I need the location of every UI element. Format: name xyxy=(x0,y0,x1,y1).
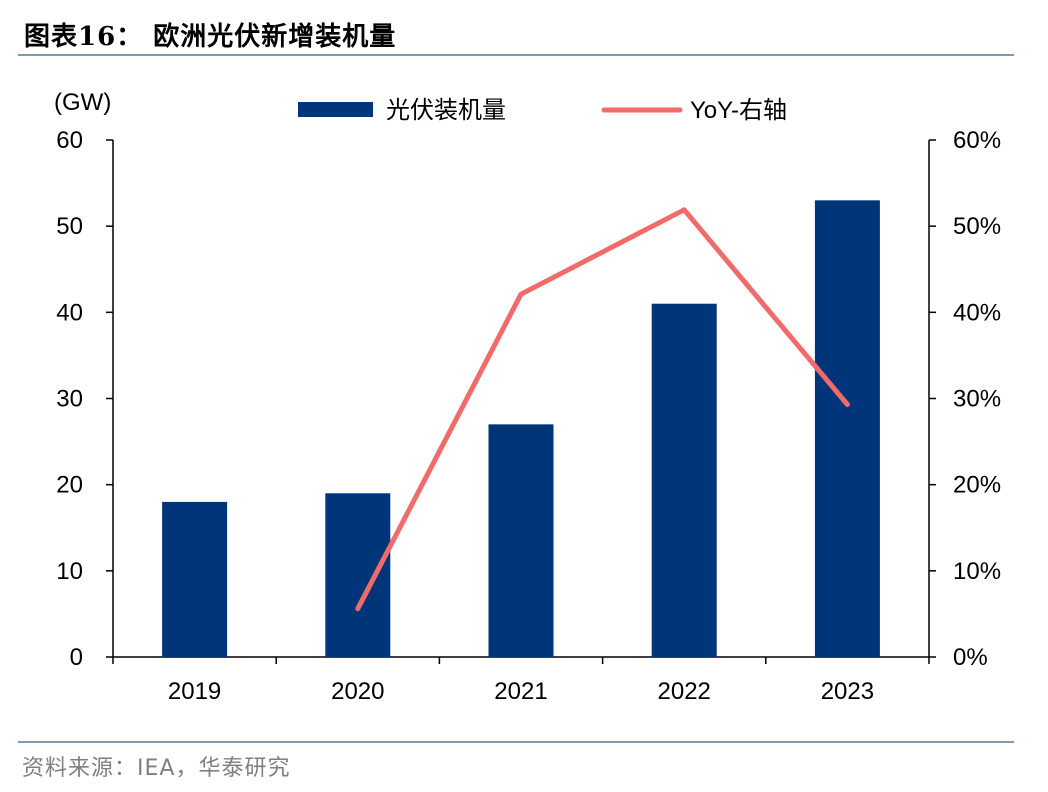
title-bar: 图表16： 欧洲光伏新增装机量 xyxy=(18,14,1014,56)
y-right-tick-label: 10% xyxy=(953,558,1001,585)
y-right-tick-label: 20% xyxy=(953,472,1001,499)
bar-2019 xyxy=(162,501,228,657)
y-right-tick-label: 30% xyxy=(953,386,1001,413)
bar-2020 xyxy=(325,493,391,657)
y-left-tick-label: 30 xyxy=(56,386,83,413)
source-rule xyxy=(18,741,1014,743)
x-tick-label: 2023 xyxy=(821,678,874,705)
y-right-tick-label: 0% xyxy=(953,644,988,671)
bar-2022 xyxy=(651,303,717,657)
chart-title: 图表16： 欧洲光伏新增装机量 xyxy=(24,22,397,52)
bars xyxy=(162,200,880,658)
y-left-axis-label: (GW) xyxy=(54,89,111,116)
y-left-tick-label: 50 xyxy=(56,213,83,240)
bar-2023 xyxy=(814,200,880,658)
y-left-tick-label: 0 xyxy=(70,644,83,671)
yoy-line xyxy=(355,207,850,612)
legend-bar-label: 光伏装机量 xyxy=(386,97,506,124)
x-tick-label: 2019 xyxy=(168,678,221,705)
y-left-tick-label: 60 xyxy=(56,127,83,154)
legend-line-label: YoY-右轴 xyxy=(690,97,787,124)
y-left-tick-label: 10 xyxy=(56,558,83,585)
y-left-tick-label: 20 xyxy=(56,472,83,499)
legend: 光伏装机量 YoY-右轴 xyxy=(298,97,787,124)
y-right-tick-label: 40% xyxy=(953,299,1001,326)
y-left-tick-label: 40 xyxy=(56,299,83,326)
x-tick-label: 2020 xyxy=(331,678,384,705)
x-tick-label: 2021 xyxy=(494,678,547,705)
source-note: 资料来源：IEA，华泰研究 xyxy=(22,756,291,781)
axes: 0 10 20 30 40 50 60 0% 10% 20% 30% 40% 50% 60% 2019 202… xyxy=(56,127,1001,705)
x-tick-label: 2022 xyxy=(658,678,711,705)
legend-bar-swatch xyxy=(298,102,373,117)
lines xyxy=(355,207,850,612)
y-right-tick-label: 50% xyxy=(953,213,1001,240)
y-right-tick-label: 60% xyxy=(953,127,1001,154)
bar-2021 xyxy=(488,424,554,657)
